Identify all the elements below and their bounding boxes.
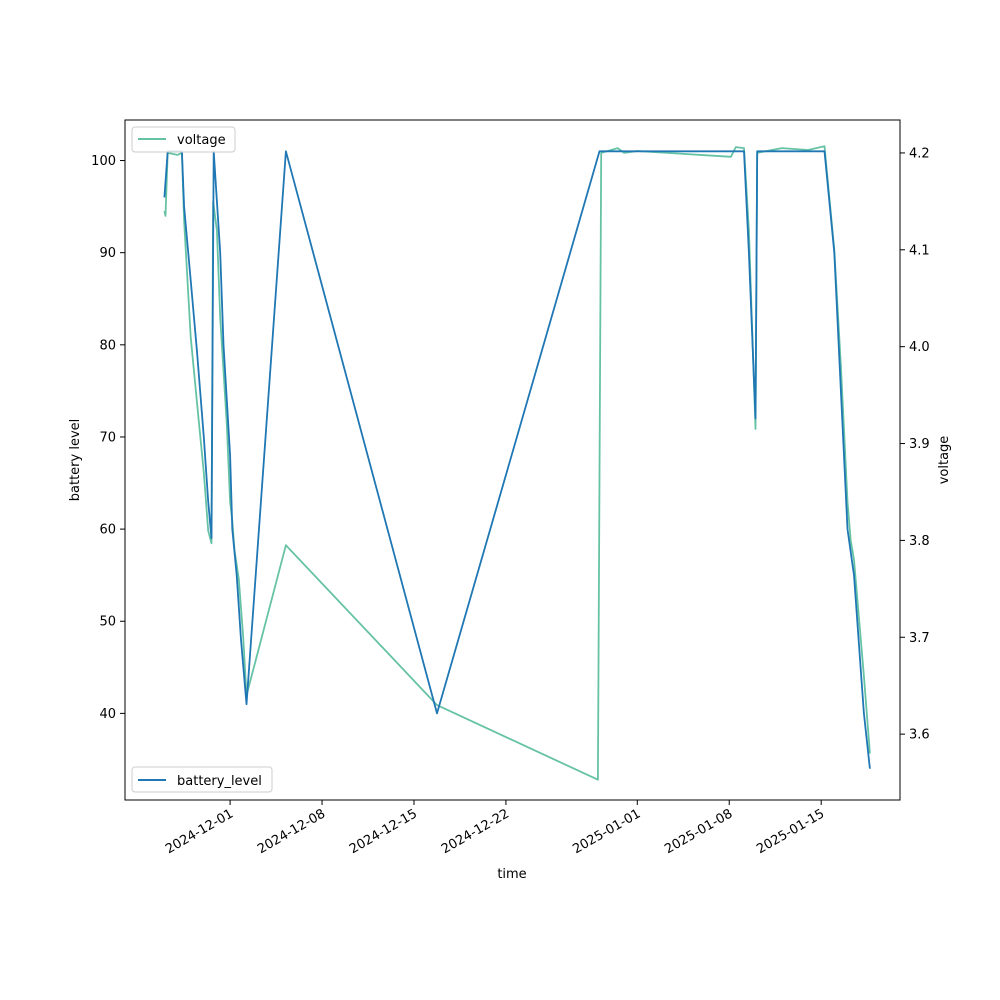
y-right-tick-label: 4.0 [909,340,930,355]
legend-voltage-label: voltage [177,133,226,148]
series-layer [163,145,871,781]
y-left-tick-label: 70 [99,430,116,445]
y-right-tick-label: 3.8 [909,534,930,549]
y-right-tick-label: 3.9 [909,437,930,452]
y-left-tick-label: 60 [99,523,116,538]
legend-battery-level-label: battery_level [177,774,262,789]
y-axis-left-label: battery level [68,419,83,502]
y-right-tick-label: 3.6 [909,728,930,743]
y-left-tick-label: 50 [99,615,116,630]
y-left-tick-label: 90 [99,246,116,261]
y-right-tick-label: 4.2 [909,146,930,161]
y-left-tick-label: 80 [99,338,116,353]
y-left-tick-label: 100 [91,154,116,169]
legend-battery-level-box [131,766,273,793]
legend-voltage: voltage [131,126,236,153]
legend-battery-level: battery_level [131,766,273,793]
legend-voltage-box [131,126,236,153]
y-right-tick-label: 4.1 [909,243,930,258]
x-axis-label: time [497,867,526,882]
y-left-tick-label: 40 [99,707,116,722]
plot-frame [124,119,901,801]
y-axis-right-label: voltage [937,436,952,485]
series-line-voltage [163,145,871,781]
y-right-tick-label: 3.7 [909,631,930,646]
series-line-battery-level [163,150,871,769]
